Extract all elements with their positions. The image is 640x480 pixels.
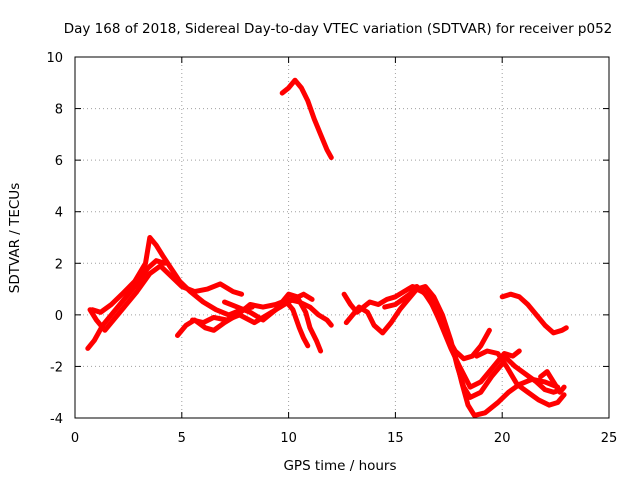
x-tick-label: 20 xyxy=(494,431,511,446)
y-tick-label: 8 xyxy=(55,103,63,118)
y-tick-label: -4 xyxy=(50,412,63,427)
series-markers-arc-13 xyxy=(474,349,567,407)
data-series xyxy=(85,77,569,418)
x-tick-label: 15 xyxy=(387,431,404,446)
x-tick-label: 25 xyxy=(601,431,618,446)
series-markers-arc-3 xyxy=(90,234,255,317)
chart-title: Day 168 of 2018, Sidereal Day-to-day VTE… xyxy=(64,21,613,37)
y-tick-label: 4 xyxy=(55,206,63,221)
y-tick-label: 6 xyxy=(55,154,63,169)
grid-lines xyxy=(75,57,609,418)
y-tick-label: -2 xyxy=(50,360,63,375)
x-tick-label: 10 xyxy=(280,431,297,446)
series-arc-9 xyxy=(341,284,492,362)
series-markers-arc-7 xyxy=(277,299,310,348)
plot-frame xyxy=(74,56,610,419)
series-markers-arc-16 xyxy=(538,369,567,395)
series-markers-arc-8 xyxy=(280,77,334,160)
x-axis-label: GPS time / hours xyxy=(283,458,396,474)
y-tick-label: 0 xyxy=(55,309,63,324)
x-tick-label: 5 xyxy=(178,431,186,446)
series-markers-arc-11 xyxy=(382,287,560,418)
series-markers-arc-12 xyxy=(406,284,522,390)
series-markers-arc-1 xyxy=(85,259,167,351)
axes: 0 5 10 15 20 25 -4 -2 0 2 4 6 8 10 xyxy=(46,51,617,446)
y-tick-label: 10 xyxy=(46,51,63,66)
series-markers-arc-2 xyxy=(87,263,244,333)
y-axis-label: SDTVAR / TECUs xyxy=(7,183,23,293)
series-markers-arc-14 xyxy=(502,353,564,394)
series-markers-arc-15 xyxy=(500,292,569,335)
x-tick-label: 0 xyxy=(71,431,79,446)
series-markers-arc-9 xyxy=(342,284,492,361)
series-markers-arc-6 xyxy=(222,292,323,353)
y-tick-label: 2 xyxy=(55,257,63,272)
